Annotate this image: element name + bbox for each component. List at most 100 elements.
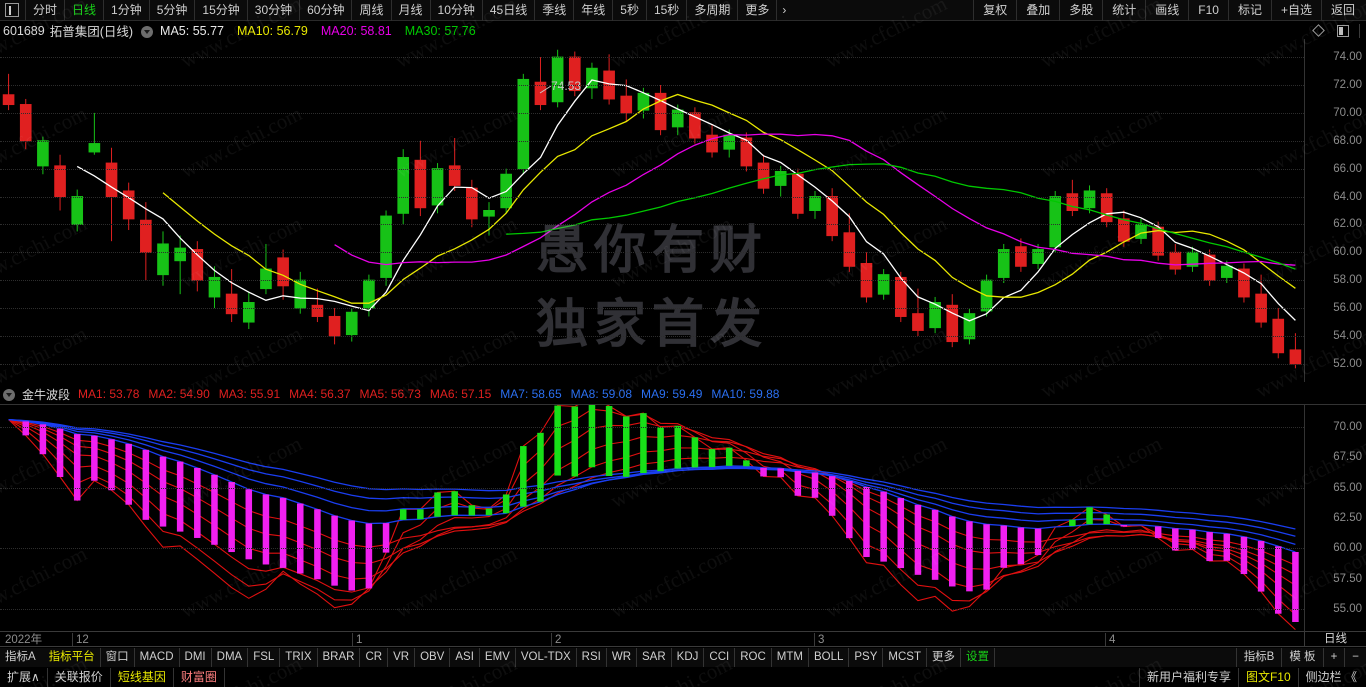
period-多周期[interactable]: 多周期 bbox=[687, 0, 739, 21]
price-tick: 72.00 bbox=[1333, 79, 1362, 91]
period-45日线[interactable]: 45日线 bbox=[483, 0, 536, 21]
indicator-VOL-TDX[interactable]: VOL-TDX bbox=[516, 648, 577, 667]
toolbar-叠加[interactable]: 叠加 bbox=[1016, 0, 1059, 21]
indicator-BOLL[interactable]: BOLL bbox=[809, 648, 850, 667]
main-price-chart[interactable]: 愚你有财 独家首发 74.53 51.68 港 涨 财 74.00 72.00 70… bbox=[0, 39, 1366, 382]
toolbar-画线[interactable]: 画线 bbox=[1145, 0, 1188, 21]
indicator-VR[interactable]: VR bbox=[388, 648, 416, 667]
period-分时[interactable]: 分时 bbox=[25, 0, 66, 21]
indicator-更多[interactable]: 更多 bbox=[927, 648, 961, 667]
period-60分钟[interactable]: 60分钟 bbox=[300, 0, 353, 21]
indicator-BRAR[interactable]: BRAR bbox=[318, 648, 361, 667]
indicator-ROC[interactable]: ROC bbox=[735, 648, 772, 667]
indicator-tick: 55.00 bbox=[1333, 603, 1362, 616]
panel-toggle-icon[interactable] bbox=[5, 3, 19, 17]
indicator-DMA[interactable]: DMA bbox=[212, 648, 249, 667]
indicator-CR[interactable]: CR bbox=[360, 648, 389, 667]
date-label: 3 bbox=[814, 633, 824, 647]
period-15秒[interactable]: 15秒 bbox=[647, 0, 688, 21]
indicator-SAR[interactable]: SAR bbox=[637, 648, 672, 667]
status-财富圈[interactable]: 财富圈 bbox=[174, 668, 225, 687]
chevron-right-icon[interactable]: › bbox=[782, 3, 787, 17]
indicator-指标A[interactable]: 指标A bbox=[5, 651, 36, 663]
indicator-EMV[interactable]: EMV bbox=[480, 648, 516, 667]
indicator-action-+[interactable]: + bbox=[1322, 648, 1345, 667]
gridline bbox=[0, 487, 1304, 489]
period-周线[interactable]: 周线 bbox=[352, 0, 392, 21]
period-季线[interactable]: 季线 bbox=[535, 0, 575, 21]
price-tick: 68.00 bbox=[1333, 134, 1362, 147]
indicator-toolbar: 指标A 指标平台 窗口 MACD DMI DMA FSL TRIX BRAR CR VR OBV ASI… bbox=[0, 648, 1366, 667]
ma-legend: MA5: 55.77 MA10: 56.79 MA20: 58.81 MA30: 57… bbox=[160, 24, 489, 38]
indicator-action-−[interactable]: − bbox=[1344, 648, 1366, 667]
period-1分钟[interactable]: 1分钟 bbox=[104, 0, 150, 21]
indicator-ma-MA4: MA4: 56.37 bbox=[289, 387, 351, 401]
indicator-tick: 65.00 bbox=[1333, 481, 1362, 494]
ma-legend-MA20: MA20: 58.81 bbox=[320, 23, 392, 38]
indicator-FSL[interactable]: FSL bbox=[248, 648, 281, 667]
gridline bbox=[0, 548, 1304, 550]
indicator-action-指标B[interactable]: 指标B bbox=[1235, 648, 1282, 667]
indicator-KDJ[interactable]: KDJ bbox=[672, 648, 705, 667]
indicator-MACD[interactable]: MACD bbox=[135, 648, 180, 667]
period-年线[interactable]: 年线 bbox=[574, 0, 614, 21]
period-5秒[interactable]: 5秒 bbox=[613, 0, 647, 21]
toolbar-复权[interactable]: 复权 bbox=[973, 0, 1016, 21]
period-更多[interactable]: 更多 bbox=[738, 0, 778, 21]
status-图文F10[interactable]: 图文F10 bbox=[1237, 668, 1298, 687]
indicator-tick: 60.00 bbox=[1333, 542, 1362, 555]
indicator-ASI[interactable]: ASI bbox=[450, 648, 480, 667]
price-tick: 56.00 bbox=[1333, 302, 1362, 315]
indicator-MCST[interactable]: MCST bbox=[883, 648, 927, 667]
status-关联报价[interactable]: 关联报价 bbox=[48, 668, 111, 687]
date-label: 2022年 bbox=[5, 634, 43, 646]
indicator-DMI[interactable]: DMI bbox=[180, 648, 212, 667]
layout-split-icon[interactable] bbox=[1337, 24, 1349, 37]
price-tick: 54.00 bbox=[1333, 329, 1362, 342]
status-新用户福利专享[interactable]: 新用户福利专享 bbox=[1138, 668, 1238, 687]
indicator-PSY[interactable]: PSY bbox=[849, 648, 884, 667]
indicator-WR[interactable]: WR bbox=[607, 648, 638, 667]
period-日线[interactable]: 日线 bbox=[65, 0, 105, 21]
toolbar-+自选[interactable]: +自选 bbox=[1270, 0, 1321, 21]
indicator-MTM[interactable]: MTM bbox=[772, 648, 809, 667]
toolbar-F10[interactable]: F10 bbox=[1188, 0, 1228, 21]
symbol-name: 拓普集团(日线) bbox=[49, 25, 134, 39]
indicator-ma-MA3: MA3: 55.91 bbox=[218, 387, 281, 401]
indicator-tick: 57.50 bbox=[1333, 572, 1362, 585]
indicator-指标平台[interactable]: 指标平台 bbox=[44, 648, 101, 667]
indicator-CCI[interactable]: CCI bbox=[704, 648, 736, 667]
indicator-panel[interactable]: 70.00 67.50 65.00 62.50 60.00 57.50 55.00 bbox=[0, 404, 1366, 631]
period-15分钟[interactable]: 15分钟 bbox=[195, 0, 248, 21]
indicator-action-模 板[interactable]: 模 板 bbox=[1281, 648, 1322, 667]
toolbar-多股[interactable]: 多股 bbox=[1059, 0, 1102, 21]
period-10分钟[interactable]: 10分钟 bbox=[431, 0, 483, 21]
toolbar-标记[interactable]: 标记 bbox=[1227, 0, 1271, 21]
chevron-down-circle-icon[interactable] bbox=[141, 25, 154, 38]
diamond-icon[interactable] bbox=[1312, 24, 1325, 37]
period-30分钟[interactable]: 30分钟 bbox=[248, 0, 301, 21]
gridline bbox=[0, 335, 1304, 337]
indicator-窗口[interactable]: 窗口 bbox=[101, 648, 135, 667]
indicator-tick: 67.50 bbox=[1333, 451, 1362, 464]
indicator-TRIX[interactable]: TRIX bbox=[280, 648, 318, 667]
gridline bbox=[0, 140, 1304, 142]
main-plot-area[interactable]: 愚你有财 独家首发 74.53 51.68 港 涨 财 bbox=[0, 39, 1304, 382]
indicator-plot-area[interactable] bbox=[0, 405, 1304, 631]
status-侧边栏 《[interactable]: 侧边栏 《 bbox=[1297, 668, 1364, 687]
indicator-设置[interactable]: 设置 bbox=[961, 648, 995, 667]
toolbar-返回[interactable]: 返回 bbox=[1320, 0, 1364, 21]
status-短线基因[interactable]: 短线基因 bbox=[111, 668, 174, 687]
indicator-header: 金牛波段 MA1: 53.78 MA2: 54.90 MA3: 55.91 MA4: … bbox=[0, 386, 1366, 402]
price-tick: 64.00 bbox=[1333, 190, 1362, 203]
status-扩展∧[interactable]: 扩展∧ bbox=[0, 668, 48, 687]
period-月线[interactable]: 月线 bbox=[392, 0, 431, 21]
period-5分钟[interactable]: 5分钟 bbox=[150, 0, 196, 21]
date-label: 4 bbox=[1105, 633, 1115, 647]
toolbar-统计[interactable]: 统计 bbox=[1102, 0, 1145, 21]
indicator-RSI[interactable]: RSI bbox=[577, 648, 607, 667]
chevron-down-circle-icon[interactable] bbox=[3, 389, 15, 401]
price-tick: 62.00 bbox=[1333, 218, 1362, 231]
indicator-OBV[interactable]: OBV bbox=[415, 648, 451, 667]
